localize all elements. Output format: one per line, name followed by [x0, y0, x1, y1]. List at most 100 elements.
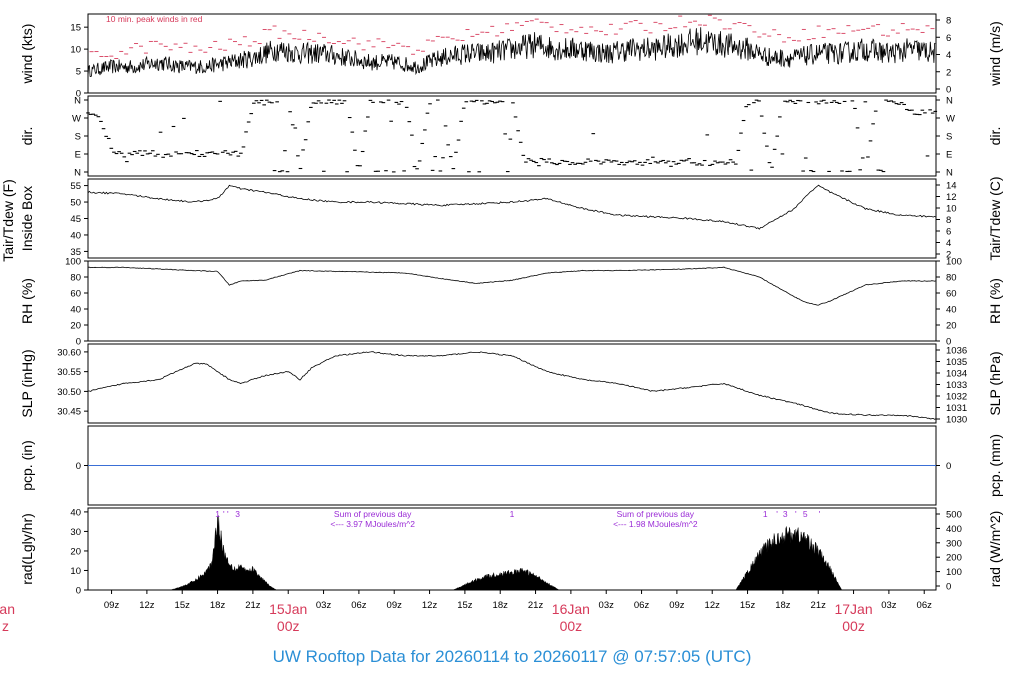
right-tick-label: 2 — [946, 250, 951, 261]
right-tick-label: 1032 — [946, 392, 967, 403]
uv-index-mark: ' — [776, 509, 778, 519]
y-axis-label-right: Tair/Tdew (C) — [987, 176, 1003, 260]
left-tick-label: 35 — [70, 247, 81, 258]
x-tick-label: 15z — [175, 600, 191, 611]
rad-sum-annotation: <--- 3.97 MJoules/m^2 — [330, 519, 415, 529]
rad-plot: Sum of previous day <--- 3.97 MJoules/m^2… — [88, 509, 936, 591]
day-label-date: 15Jan — [269, 601, 307, 617]
left-tick-label: 10 — [70, 45, 81, 56]
left-tick-label: 15 — [70, 23, 81, 34]
x-tick-label: 15z — [740, 600, 756, 611]
right-tick-label: 4 — [946, 238, 951, 249]
left-tick-label: N — [74, 168, 81, 179]
left-tick-label: S — [75, 132, 81, 143]
right-tick-label: N — [946, 168, 953, 179]
left-tick-label: 40 — [70, 305, 81, 316]
panel-rh: 0 20 40 60 80 100 0 20 40 60 80 100 RH (%) RH (%) — [19, 257, 1003, 348]
left-tick-label: E — [75, 150, 81, 161]
y-axis-label-left: rad(Lgly/hr) — [19, 513, 35, 585]
y-axis-label-left: pcp. (in) — [19, 440, 35, 491]
uv-index-mark: 3 — [783, 509, 788, 519]
panel-frame — [87, 178, 937, 259]
x-tick-label: 21z — [528, 600, 544, 611]
x-tick-label: 12z — [139, 600, 155, 611]
panel-frame — [87, 343, 937, 424]
day-label-time: 00z — [277, 618, 300, 634]
uv-index-mark: ' ' — [223, 509, 229, 519]
x-tick-label: 21z — [245, 600, 261, 611]
right-tick-label: 300 — [946, 538, 962, 549]
right-tick-label: 0 — [946, 337, 951, 348]
x-tick-label: 09z — [387, 600, 403, 611]
uv-index-mark: 5 — [803, 509, 808, 519]
right-tick-label: 400 — [946, 524, 962, 535]
right-tick-label: 12 — [946, 192, 957, 203]
panel-frame — [87, 95, 937, 177]
x-tick-label: 03z — [599, 600, 615, 611]
y-axis-label-left: RH (%) — [19, 278, 35, 324]
right-tick-label: 80 — [946, 273, 957, 284]
y-axis-label-right: dir. — [987, 127, 1003, 146]
left-tick-label: 20 — [70, 321, 81, 332]
right-tick-label: 1031 — [946, 403, 967, 414]
left-tick-label: 30.50 — [57, 387, 81, 398]
left-tick-label: 5 — [76, 67, 81, 78]
right-tick-label: 1036 — [946, 346, 967, 357]
y-axis-label-left: wind (kts) — [19, 24, 35, 85]
x-tick-label: 15z — [457, 600, 473, 611]
right-tick-label: 40 — [946, 305, 957, 316]
day-label-date: 17Jan — [834, 601, 872, 617]
rh-line — [88, 266, 937, 306]
x-tick-label: 06z — [634, 600, 650, 611]
wind-speed-line — [87, 27, 936, 78]
left-tick-label: 0 — [76, 461, 81, 472]
x-tick-label: 06z — [351, 600, 367, 611]
right-tick-label: 200 — [946, 553, 962, 564]
rad-area-day-1 — [170, 515, 278, 591]
right-tick-label: 100 — [946, 567, 962, 578]
left-tick-label: W — [72, 114, 81, 125]
panel-wind: 0 5 10 15 0 2 4 6 8 wind (kts) wind (m/s) — [19, 13, 1003, 100]
left-tick-label: 0 — [76, 586, 81, 597]
y-axis-label-right: pcp. (mm) — [987, 434, 1003, 497]
x-tick-label: 21z — [811, 600, 827, 611]
right-tick-label: 6 — [946, 227, 951, 238]
x-axis: 09z 12z 15z 18z 21z 03z 06z 09z 12z 15z 18z 21z 03z 0… — [0, 590, 932, 634]
x-tick-label: 18z — [775, 600, 791, 611]
right-tick-label: 1034 — [946, 369, 967, 380]
left-tick-label: 40 — [70, 230, 81, 241]
left-tick-label: 30 — [70, 527, 81, 538]
x-tick-label: 18z — [493, 600, 509, 611]
x-tick-label: 09z — [669, 600, 685, 611]
right-tick-label: 10 — [946, 204, 957, 215]
left-tick-label: 30.55 — [57, 367, 81, 378]
right-tick-label: 60 — [946, 289, 957, 300]
left-tick-label: 40 — [70, 507, 81, 518]
y-axis-label-right: RH (%) — [987, 278, 1003, 324]
day-label-date: 16Jan — [552, 601, 590, 617]
uv-index-mark: 1 — [763, 509, 768, 519]
day-label-time: 00z — [560, 618, 583, 634]
rh-plot — [88, 266, 937, 306]
right-tick-label: 2 — [946, 67, 951, 78]
y-axis-label-right: wind (m/s) — [987, 21, 1003, 87]
panel-frame — [87, 260, 937, 342]
wind-plot: 10 min. peak winds in red — [87, 14, 936, 78]
x-tick-label: 18z — [210, 600, 226, 611]
right-tick-label: E — [946, 150, 952, 161]
footer-title: UW Rooftop Data for 20260114 to 20260117… — [272, 647, 752, 666]
right-tick-label: 1030 — [946, 415, 967, 426]
left-tick-label: 80 — [70, 273, 81, 284]
uv-index-mark: 1 — [215, 509, 220, 519]
right-tick-label: 1033 — [946, 380, 967, 391]
rad-sum-annotation: Sum of previous day — [617, 509, 695, 519]
temp-plot — [87, 184, 937, 230]
dir-plot — [86, 99, 938, 173]
right-tick-label: W — [946, 114, 955, 125]
x-tick-label: 12z — [705, 600, 721, 611]
rad-area-day-3 — [735, 526, 843, 591]
y-axis-label-right: SLP (hPa) — [987, 351, 1003, 415]
right-tick-label: 4 — [946, 50, 951, 61]
